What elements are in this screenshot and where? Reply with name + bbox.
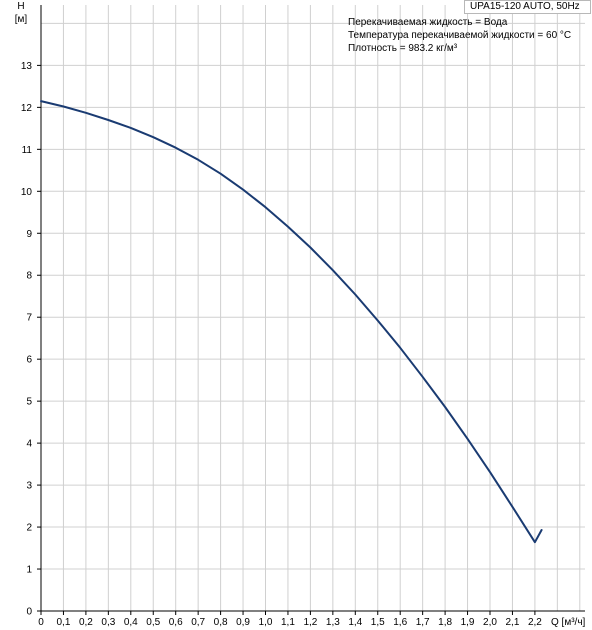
x-tick-label: 1,0 xyxy=(259,617,273,628)
x-tick-label: 0,2 xyxy=(79,617,93,628)
y-tick-label: 1 xyxy=(26,565,32,576)
x-tick-label: 0,8 xyxy=(214,617,228,628)
x-tick-label: 2,1 xyxy=(505,617,519,628)
x-tick-label: 2,0 xyxy=(483,617,497,628)
x-tick-label: 0,7 xyxy=(191,617,205,628)
x-tick-label: 1,8 xyxy=(438,617,452,628)
x-tick-label: 1,5 xyxy=(371,617,385,628)
chart-title: UPA15-120 AUTO, 50Hz xyxy=(464,0,591,14)
x-tick-label: 1,3 xyxy=(326,617,340,628)
series-layer xyxy=(40,100,543,544)
y-tick-label: 8 xyxy=(26,271,32,282)
y-tick-label: 5 xyxy=(26,397,32,408)
x-tick-label: 0,6 xyxy=(169,617,183,628)
x-tick-label: 2,2 xyxy=(528,617,542,628)
y-tick-label: 3 xyxy=(26,481,32,492)
x-tick-label: 0,3 xyxy=(101,617,115,628)
y-tick-label: 2 xyxy=(26,523,32,534)
y-tick-label: 11 xyxy=(22,145,33,156)
x-tick-label: 1,1 xyxy=(281,617,295,628)
grid xyxy=(40,5,585,612)
fluid-info: Перекачиваемая жидкость = Вода Температу… xyxy=(348,16,571,55)
temperature-note: Температура перекачиваемой жидкости = 60… xyxy=(348,30,572,41)
y-tick-label: 4 xyxy=(26,439,32,450)
x-tick-label: 1,6 xyxy=(393,617,407,628)
x-tick-label: 0,5 xyxy=(146,617,160,628)
x-tick-label: 0 xyxy=(38,617,44,628)
x-tick-label: 1,7 xyxy=(416,617,430,628)
y-tick-label: 13 xyxy=(21,61,33,72)
y-tick-label: 10 xyxy=(21,187,33,198)
y-tick-label: 9 xyxy=(26,229,32,240)
x-tick-label: 1,2 xyxy=(303,617,317,628)
x-tick-label: 1,4 xyxy=(348,617,362,628)
density-note: Плотность = 983.2 кг/м³ xyxy=(348,43,458,54)
x-tick-label: 0,9 xyxy=(236,617,250,628)
pump-curve-line xyxy=(40,100,543,544)
x-tick-label: 1,9 xyxy=(461,617,475,628)
y-tick-label: 7 xyxy=(26,313,32,324)
y-tick-label: 12 xyxy=(21,103,33,114)
y-tick-label: 6 xyxy=(26,355,32,366)
y-axis-title: H xyxy=(17,1,24,12)
axes xyxy=(37,5,585,615)
y-tick-label: 0 xyxy=(26,607,32,618)
fluid-note: Перекачиваемая жидкость = Вода xyxy=(348,17,508,28)
y-axis-unit: [м] xyxy=(15,14,28,25)
tick-labels: 0 0,1 0,2 0,3 0,4 0,5 0,6 0,7 0,8 0,9 1,0 1,1 1,2 1,3… xyxy=(21,61,542,628)
x-tick-label: 0,1 xyxy=(56,617,70,628)
x-axis-title: Q [м³/ч] xyxy=(551,617,586,628)
x-tick-label: 0,4 xyxy=(124,617,138,628)
